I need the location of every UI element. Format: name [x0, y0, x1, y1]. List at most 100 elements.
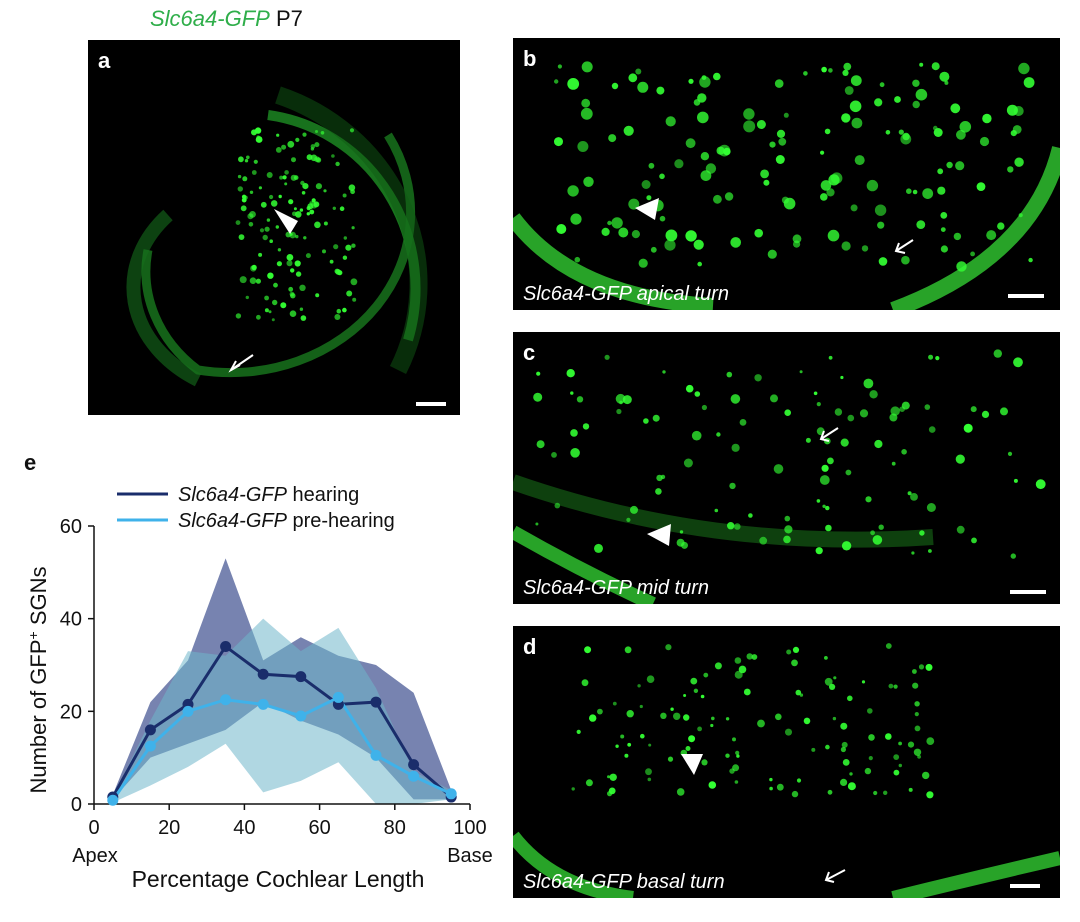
gfp-cell — [554, 79, 559, 84]
gfp-cell — [913, 748, 922, 756]
gfp-cell — [822, 504, 826, 508]
gfp-cell — [701, 404, 707, 411]
gfp-cell — [288, 286, 294, 292]
gfp-cell — [851, 117, 863, 129]
gfp-cell — [893, 684, 898, 689]
gfp-cell — [594, 543, 603, 553]
gfp-cell — [956, 525, 965, 534]
gfp-cell — [833, 676, 837, 680]
gfp-cell — [792, 234, 802, 244]
data-point — [332, 691, 344, 703]
gfp-cell — [1007, 166, 1014, 173]
gfp-cell — [734, 780, 739, 784]
gfp-cell — [901, 449, 907, 455]
gfp-cell — [351, 243, 356, 248]
gfp-cell — [805, 437, 811, 443]
gfp-cell — [922, 771, 930, 780]
gfp-cell — [288, 199, 294, 205]
gfp-cell — [912, 100, 920, 109]
gfp-cell — [1018, 62, 1030, 75]
gfp-cell — [931, 62, 940, 71]
gfp-cell — [736, 754, 740, 758]
gfp-cell — [694, 391, 701, 397]
gfp-cell — [785, 728, 792, 736]
gfp-cell — [843, 62, 852, 71]
gfp-cell — [914, 712, 919, 717]
data-point — [295, 710, 307, 722]
gfp-cell — [820, 150, 825, 155]
panel-d-label: d — [523, 634, 537, 659]
gfp-cell — [912, 669, 917, 674]
gfp-cell — [295, 271, 302, 277]
gfp-cell — [314, 142, 320, 148]
gfp-cell — [627, 742, 632, 747]
gfp-cell — [332, 206, 336, 210]
gfp-cell — [730, 237, 741, 248]
legend-entry-pre-hearing: Slc6a4-GFP pre-hearing — [178, 510, 395, 532]
gfp-cell — [660, 712, 667, 719]
gfp-cell — [842, 69, 849, 76]
gfp-cell — [956, 261, 967, 272]
gfp-cell — [912, 79, 920, 87]
gfp-cell — [616, 408, 622, 415]
data-point — [182, 705, 194, 717]
gfp-cell — [315, 293, 320, 298]
gfp-cell — [536, 371, 541, 376]
gfp-cell — [284, 170, 289, 175]
gfp-cell — [241, 194, 247, 199]
gfp-cell — [570, 429, 578, 437]
gfp-cell — [567, 185, 579, 197]
data-point — [408, 770, 420, 782]
gfp-cell — [919, 62, 924, 67]
gfp-cell — [302, 132, 307, 137]
gfp-cell — [623, 125, 634, 136]
axis-ticks: 0 20 40 60 80 100 0 20 40 60 — [60, 516, 487, 839]
gfp-cell — [824, 128, 831, 135]
gfp-cell — [891, 461, 896, 466]
panel-c-micrograph: c Slc6a4-GFP mid turn — [513, 332, 1060, 604]
gfp-cell — [824, 677, 833, 686]
gfp-cell — [665, 644, 672, 651]
gfp-cell — [816, 499, 821, 503]
gfp-cell — [944, 80, 949, 85]
gfp-cell — [940, 245, 948, 253]
gfp-cell — [734, 670, 743, 679]
gfp-cell — [700, 152, 710, 161]
gfp-cell — [840, 778, 848, 786]
gfp-cell — [665, 229, 678, 242]
gfp-cell — [914, 701, 920, 707]
gfp-cell — [825, 524, 832, 532]
gfp-cell — [700, 694, 705, 699]
gfp-cell — [959, 121, 972, 133]
gfp-cell — [963, 423, 973, 433]
gfp-cell — [950, 103, 961, 114]
gfp-cell — [821, 66, 827, 73]
gfp-cell — [342, 255, 348, 260]
arrow-icon — [895, 239, 914, 252]
gfp-cell — [279, 175, 284, 180]
gfp-cell — [841, 241, 851, 251]
gfp-cell — [697, 111, 709, 124]
gfp-cell — [842, 759, 850, 766]
gfp-cell — [885, 733, 892, 740]
gfp-cell — [820, 180, 832, 191]
gfp-cell — [908, 787, 913, 792]
scale-bar — [1008, 294, 1044, 298]
gfp-cell — [300, 315, 307, 321]
gfp-cell — [643, 418, 649, 424]
gfp-cell — [597, 708, 603, 715]
gfp-cell — [819, 475, 830, 485]
gfp-cell — [269, 239, 273, 243]
gfp-cell — [249, 277, 257, 284]
gfp-cell — [748, 513, 753, 518]
gfp-cell — [674, 159, 684, 169]
gfp-cell — [872, 535, 883, 545]
data-point — [295, 671, 307, 683]
panel-b-caption: Slc6a4-GFP apical turn — [523, 283, 730, 305]
gfp-cell — [878, 524, 884, 530]
gfp-cell — [710, 723, 714, 728]
gfp-cell — [342, 193, 347, 198]
gfp-cell — [955, 161, 965, 171]
y-tick-label: 0 — [71, 794, 82, 816]
gfp-cell — [803, 71, 808, 76]
